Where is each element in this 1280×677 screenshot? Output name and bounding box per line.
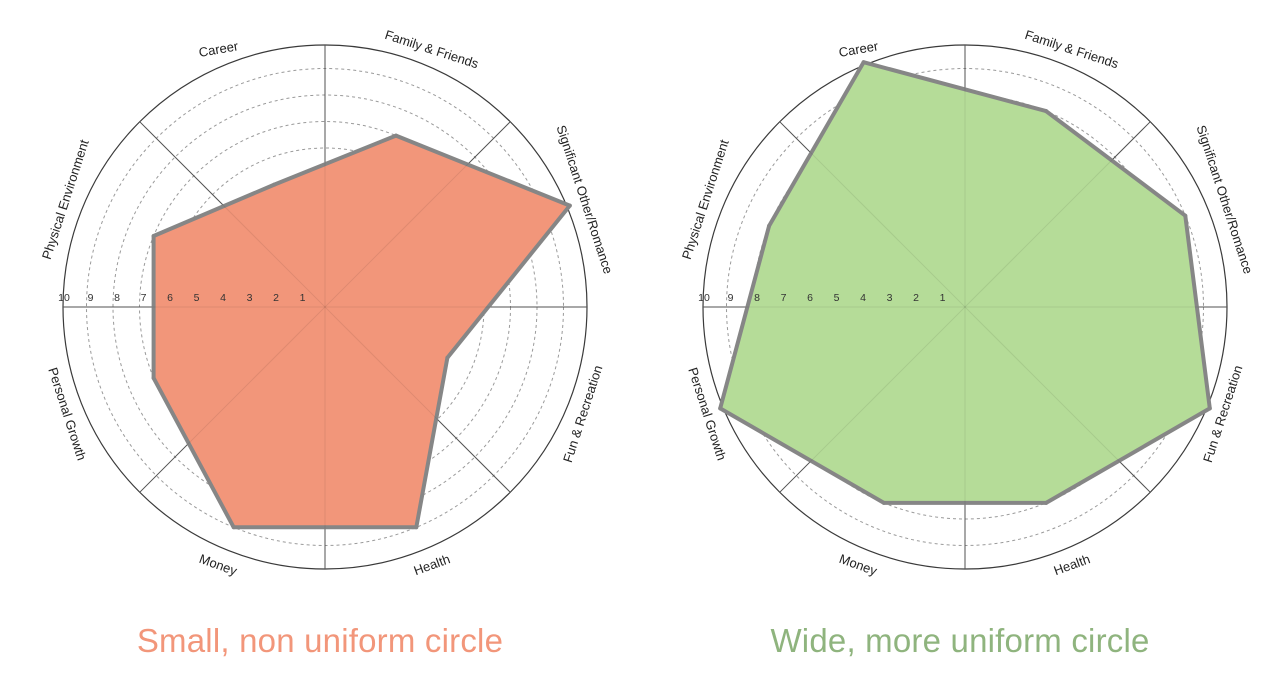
score-point-4 xyxy=(1207,406,1212,411)
overlay-spoke-1 xyxy=(964,121,1151,308)
tick-label-9: 9 xyxy=(728,292,734,304)
tick-label-10: 10 xyxy=(58,292,70,304)
category-label-6: Money xyxy=(837,551,879,579)
tick-label-8: 8 xyxy=(754,292,760,304)
caption-left: Small, non uniform circle xyxy=(136,622,504,659)
tick-label-5: 5 xyxy=(834,292,840,304)
overlay-spoke-3 xyxy=(964,306,1151,493)
category-label-6: Money xyxy=(197,551,239,579)
overlay-spoke-3 xyxy=(324,306,511,493)
tick-label-8: 8 xyxy=(114,292,120,304)
caption-right: Wide, more uniform circle xyxy=(770,622,1150,659)
tick-label-10: 10 xyxy=(698,292,710,304)
tick-label-3: 3 xyxy=(887,292,893,304)
score-point-8 xyxy=(767,223,772,228)
tick-label-1: 1 xyxy=(300,292,306,304)
category-label-1: Career xyxy=(838,38,880,60)
tick-label-7: 7 xyxy=(141,292,147,304)
overlay-spoke-7 xyxy=(139,121,326,308)
score-point-7 xyxy=(718,406,723,411)
score-point-2 xyxy=(1044,109,1049,114)
overlay-spoke-1 xyxy=(324,121,511,308)
score-point-3 xyxy=(567,203,572,208)
tick-label-3: 3 xyxy=(247,292,253,304)
tick-label-1: 1 xyxy=(940,292,946,304)
overlay-spoke-7 xyxy=(779,121,966,308)
category-label-5: Health xyxy=(1052,551,1092,578)
tick-label-5: 5 xyxy=(194,292,200,304)
overlay-spoke-5 xyxy=(779,306,966,493)
score-point-6 xyxy=(881,500,886,505)
tick-label-2: 2 xyxy=(913,292,919,304)
tick-label-4: 4 xyxy=(860,292,866,304)
score-point-5 xyxy=(414,525,419,530)
score-point-4 xyxy=(445,355,450,360)
tick-label-4: 4 xyxy=(220,292,226,304)
score-point-1 xyxy=(861,60,866,65)
score-point-1 xyxy=(272,182,277,187)
score-point-3 xyxy=(1183,213,1188,218)
score-point-8 xyxy=(151,234,156,238)
tick-label-7: 7 xyxy=(781,292,787,304)
tick-label-6: 6 xyxy=(167,292,173,304)
score-point-6 xyxy=(231,525,236,530)
score-point-7 xyxy=(151,376,156,380)
category-label-5: Health xyxy=(412,551,452,578)
tick-label-9: 9 xyxy=(88,292,94,304)
score-point-5 xyxy=(1044,500,1049,505)
category-label-1: Career xyxy=(198,38,240,60)
tick-label-6: 6 xyxy=(807,292,813,304)
tick-label-2: 2 xyxy=(273,292,279,304)
score-point-2 xyxy=(394,133,398,138)
overlay-spoke-5 xyxy=(139,306,326,493)
